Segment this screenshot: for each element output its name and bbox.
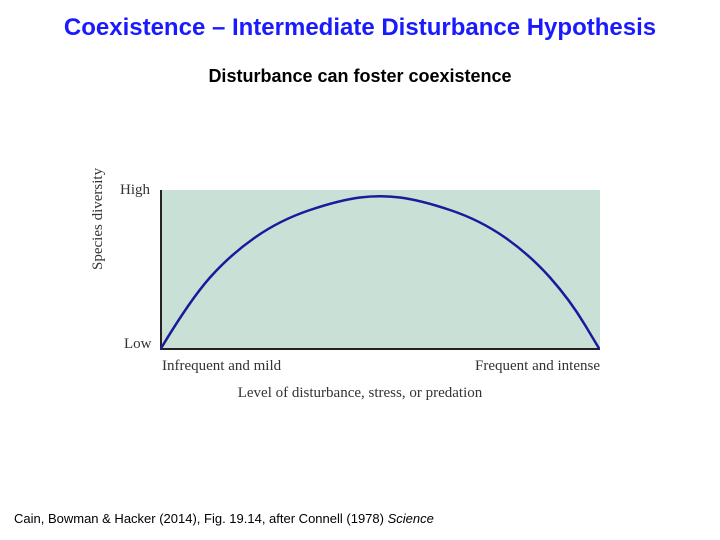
citation-text: Cain, Bowman & Hacker (2014), Fig. 19.14… xyxy=(14,511,388,526)
figure-citation: Cain, Bowman & Hacker (2014), Fig. 19.14… xyxy=(14,511,434,526)
x-tick-right: Frequent and intense xyxy=(475,358,600,375)
idh-figure: Species diversity High Low Infrequent an… xyxy=(100,180,620,420)
y-axis-label: Species diversity xyxy=(90,168,107,270)
y-tick-low: Low xyxy=(124,336,152,353)
page-title: Coexistence – Intermediate Disturbance H… xyxy=(0,14,720,42)
plot-area xyxy=(160,190,600,350)
page-subtitle: Disturbance can foster coexistence xyxy=(0,66,720,87)
x-axis-label: Level of disturbance, stress, or predati… xyxy=(100,385,620,402)
x-tick-left: Infrequent and mild xyxy=(162,358,281,375)
y-tick-high: High xyxy=(120,182,150,199)
citation-journal: Science xyxy=(388,511,434,526)
